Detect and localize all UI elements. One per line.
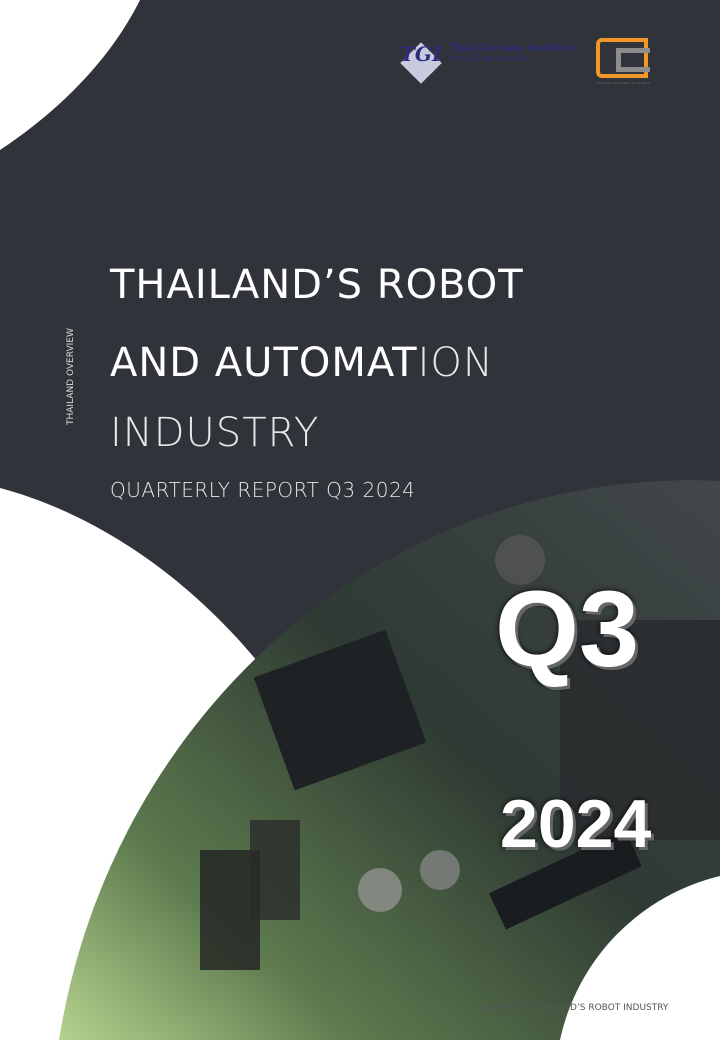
tgi-logo: TGI Thai-German Institute สถาบันไทย-เยอร…	[400, 42, 576, 84]
title-line-2-light: ION	[417, 340, 494, 386]
tgi-name-th: สถาบันไทย-เยอรมัน	[449, 54, 527, 64]
title-line-3: INDUSTRY	[110, 410, 320, 456]
title-line-2-bold: AND AUTOMAT	[110, 340, 418, 386]
tgi-name-en: Thai-German Institute	[449, 43, 576, 54]
quarter-badge: Q3	[495, 568, 640, 689]
oie-caption: OFFICE OF INDUSTRIAL ECONOMICS	[596, 81, 651, 85]
tgi-mark: TGI	[400, 42, 442, 66]
title-line-2: AND AUTOMATION	[110, 340, 494, 386]
oie-logo: OFFICE OF INDUSTRIAL ECONOMICS	[596, 38, 650, 85]
footer-text: OVERVIEW THAILAND’S ROBOT INDUSTRY	[480, 1003, 669, 1013]
side-label: THAILAND OVERVIEW	[66, 328, 76, 425]
subtitle: QUARTERLY REPORT Q3 2024	[110, 478, 416, 502]
title-line-1: THAILAND’S ROBOT	[110, 262, 524, 308]
year-badge: 2024	[500, 786, 652, 862]
white-corner-circle	[560, 876, 720, 1040]
